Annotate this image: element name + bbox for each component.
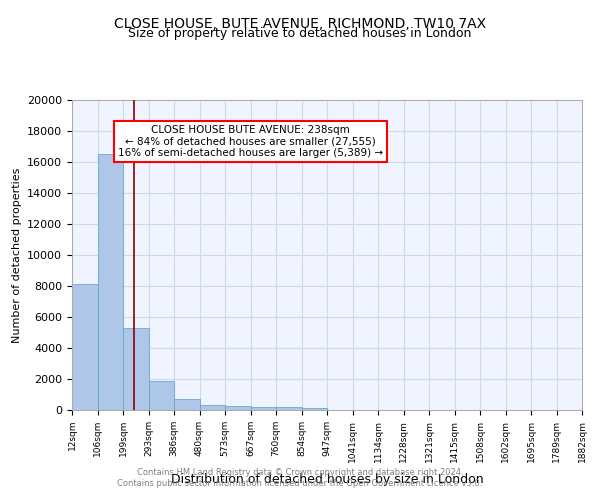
Text: CLOSE HOUSE, BUTE AVENUE, RICHMOND, TW10 7AX: CLOSE HOUSE, BUTE AVENUE, RICHMOND, TW10… [114, 18, 486, 32]
X-axis label: Distribution of detached houses by size in London: Distribution of detached houses by size … [170, 473, 484, 486]
Bar [276, 408, 302, 410]
Bar [174, 399, 199, 410]
Bar [302, 408, 327, 410]
Bar [123, 328, 149, 410]
Text: Contains HM Land Registry data © Crown copyright and database right 2024.
Contai: Contains HM Land Registry data © Crown c… [118, 468, 482, 487]
Text: Size of property relative to detached houses in London: Size of property relative to detached ho… [128, 28, 472, 40]
Text: CLOSE HOUSE BUTE AVENUE: 238sqm
← 84% of detached houses are smaller (27,555)
16: CLOSE HOUSE BUTE AVENUE: 238sqm ← 84% of… [118, 125, 383, 158]
Bar [72, 284, 97, 410]
Bar [251, 407, 276, 410]
Bar [97, 154, 123, 410]
Bar [225, 406, 251, 410]
Bar [199, 405, 225, 410]
Y-axis label: Number of detached properties: Number of detached properties [11, 168, 22, 342]
Bar [149, 382, 174, 410]
